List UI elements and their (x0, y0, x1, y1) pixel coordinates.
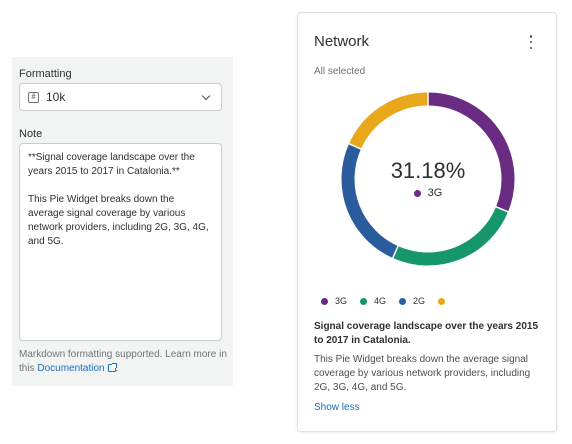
chart-legend: 3G 4G 2G (321, 296, 465, 306)
formatting-select[interactable]: # 10k (19, 83, 222, 111)
donut-slice-2g[interactable] (341, 143, 399, 258)
chevron-down-icon (201, 91, 211, 100)
description-title: Signal coverage landscape over the years… (314, 321, 539, 346)
donut-slice-other[interactable] (349, 92, 429, 150)
legend-item-3g[interactable]: 3G (321, 296, 347, 306)
hash-icon: # (28, 91, 39, 103)
center-category-dot (413, 189, 421, 197)
slice-separator (391, 244, 400, 260)
legend-item-4g[interactable]: 4G (360, 296, 386, 306)
legend-dot (360, 297, 368, 305)
center-category-label: 3G (427, 187, 443, 199)
legend-item-2g[interactable]: 2G (399, 296, 425, 306)
legend-dot (438, 297, 446, 305)
formatting-select-value: 10k (46, 90, 66, 104)
description-body: This Pie Widget breaks down the average … (314, 354, 531, 393)
donut-slice-4g[interactable] (392, 206, 509, 266)
legend-item-other[interactable] (438, 297, 452, 305)
show-less-link[interactable]: Show less (314, 402, 360, 413)
helper-text: Markdown formatting supported. Learn mor… (19, 349, 227, 374)
legend-dot (399, 297, 407, 305)
formatting-label: Formatting (19, 68, 72, 80)
center-category: 3G (335, 187, 521, 199)
donut-chart (341, 91, 515, 266)
note-label: Note (19, 128, 43, 140)
documentation-link[interactable]: Documentation (37, 363, 117, 374)
legend-label: 3G (335, 296, 348, 306)
documentation-link-label: Documentation (37, 363, 105, 374)
widget-settings-panel: Formatting # 10k Note **Signal coverage … (12, 57, 233, 386)
selection-status: All selected (314, 66, 366, 77)
center-value: 31.18% (390, 158, 466, 183)
kebab-menu-icon[interactable] (526, 35, 536, 49)
legend-label: 4G (374, 296, 387, 306)
external-link-icon (107, 363, 117, 372)
donut-slice-3g[interactable] (427, 92, 515, 212)
legend-label: 2G (413, 296, 426, 306)
legend-dot (321, 297, 328, 305)
widget-title: Network (314, 33, 370, 50)
slice-separator (494, 205, 510, 213)
helper-end: . (115, 363, 119, 374)
network-widget-card: Network All selected 31.18% 3G 3G 4G 2G Si… (297, 12, 557, 432)
note-textarea[interactable]: **Signal coverage landscape over the yea… (19, 143, 222, 341)
markdown-helper-text: Markdown formatting supported. Learn mor… (19, 348, 227, 376)
slice-separator (347, 142, 363, 151)
